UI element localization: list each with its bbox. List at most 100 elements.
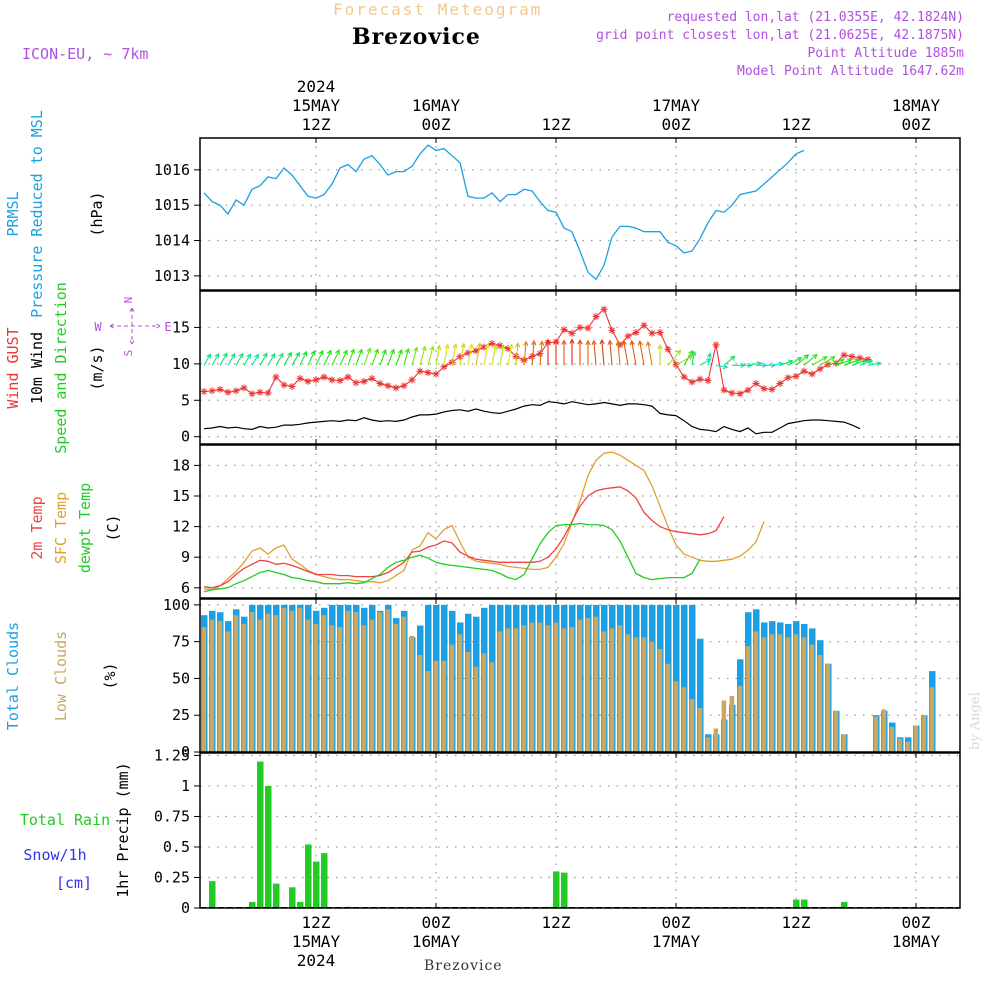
- low-cloud-bar-18: [345, 610, 351, 752]
- wind-direction-arrow-49: [591, 339, 597, 366]
- low-cloud-bar-23: [385, 609, 391, 752]
- wind-direction-arrow-77: [819, 356, 836, 366]
- wind-direction-arrow-45: [561, 339, 567, 366]
- bottom-location-label: Brezovice: [424, 958, 503, 974]
- gust-marker-3: [224, 388, 232, 396]
- gust-marker-68: [744, 386, 752, 394]
- y-tick-label-temperature-3: 15: [172, 487, 190, 505]
- model-altitude: Model Point Altitude 1647.62m: [737, 64, 964, 79]
- rain-bar-17: [841, 901, 848, 908]
- rain-bar-15: [801, 899, 808, 908]
- rain-bar-9: [321, 853, 328, 908]
- low-cloud-bar-60: [681, 687, 687, 752]
- y-tick-label-clouds-2: 50: [172, 669, 190, 687]
- wind-direction-arrow-6: [251, 353, 259, 366]
- panel-label-temperature-0: 2m Temp: [28, 496, 46, 559]
- gust-marker-42: [536, 350, 544, 358]
- gust-marker-34: [472, 347, 480, 355]
- low-cloud-bar-31: [449, 644, 455, 752]
- wind-direction-arrow-43: [545, 338, 551, 366]
- wind-direction-arrow-26: [411, 346, 419, 366]
- gust-marker-62: [696, 375, 704, 383]
- wind-direction-arrow-11: [291, 351, 300, 366]
- wind-direction-arrow-13: [307, 350, 316, 366]
- low-cloud-bar-55: [641, 637, 647, 753]
- gust-marker-12: [296, 374, 304, 382]
- wind-direction-arrow-34: [475, 342, 482, 366]
- gust-marker-28: [424, 369, 432, 377]
- bottom-time-label-3-1: 17MAY: [652, 932, 701, 951]
- low-cloud-bar-11: [289, 610, 295, 752]
- low-cloud-bar-16: [329, 625, 335, 752]
- gust-marker-78: [824, 361, 832, 369]
- wind-direction-arrow-33: [467, 343, 474, 366]
- wind-direction-arrow-7: [259, 352, 268, 366]
- low-cloud-bar-24: [393, 624, 399, 752]
- rain-bar-2: [257, 761, 264, 908]
- total-cloud-bar-62: [697, 638, 704, 752]
- bottom-time-label-5-0: 00Z: [902, 913, 931, 932]
- top-time-label-3-0: 17MAY: [652, 96, 701, 115]
- gust-marker-29: [432, 370, 440, 378]
- wind-direction-arrow-37: [499, 344, 506, 366]
- gust-marker-27: [416, 367, 424, 375]
- low-cloud-bar-90: [921, 715, 927, 752]
- gust-marker-75: [800, 367, 808, 375]
- panel-label-wind-3: (m/s): [88, 345, 106, 390]
- wind-direction-arrow-42: [539, 340, 545, 366]
- low-cloud-bar-40: [521, 625, 527, 752]
- low-cloud-bar-78: [825, 663, 831, 752]
- wind-direction-arrow-83: [867, 361, 882, 367]
- wind-direction-arrow-48: [585, 339, 591, 366]
- gust-marker-39: [512, 353, 520, 361]
- gust-marker-26: [408, 376, 416, 384]
- gust-marker-38: [504, 345, 512, 353]
- grid-point-coords: grid point closest lon,lat (21.0625E, 42…: [596, 28, 964, 43]
- wind-direction-arrow-52: [615, 340, 621, 366]
- gust-marker-23: [384, 382, 392, 390]
- precip-side-label-0: Total Rain: [20, 811, 110, 829]
- y-tick-label-clouds-0: 0: [181, 743, 190, 761]
- y-tick-label-wind-0: 0: [181, 428, 190, 446]
- gust-marker-18: [344, 373, 352, 381]
- panel-label-pressure-0: PRMSL: [4, 191, 22, 236]
- gust-marker-83: [864, 355, 872, 363]
- low-cloud-bar-51: [609, 628, 615, 752]
- top-time-label-4-0: 12Z: [782, 115, 811, 134]
- gust-marker-60: [680, 373, 688, 381]
- gust-marker-81: [848, 353, 856, 361]
- gust-marker-37: [496, 342, 504, 350]
- wind-direction-arrow-5: [243, 353, 251, 366]
- wind-direction-arrow-9: [275, 352, 284, 366]
- top-time-label-1-0: 16MAY: [412, 96, 461, 115]
- low-cloud-bar-65: [721, 700, 727, 752]
- wind-direction-arrow-80: [843, 358, 861, 366]
- y-tick-label-precip-5: 1.25: [154, 746, 190, 764]
- wind-direction-arrow-25: [403, 347, 411, 366]
- top-time-label-2-0: 12Z: [542, 115, 571, 134]
- gust-marker-50: [600, 305, 608, 313]
- low-cloud-bar-70: [761, 637, 767, 753]
- low-cloud-bar-19: [353, 612, 359, 752]
- gust-marker-79: [832, 359, 840, 367]
- low-cloud-bar-13: [305, 619, 311, 752]
- low-cloud-bar-39: [513, 628, 519, 752]
- wind-direction-arrow-10: [283, 351, 292, 366]
- y-tick-label-temperature-4: 18: [172, 456, 190, 474]
- y-tick-label-wind-1: 5: [181, 391, 190, 409]
- panel-label-clouds-0: Total Clouds: [4, 622, 22, 730]
- wind-direction-arrow-54: [629, 339, 637, 366]
- gust-marker-59: [672, 361, 680, 369]
- temp-line-sfc_temp: [203, 451, 765, 591]
- gust-marker-80: [840, 351, 848, 359]
- low-cloud-bar-61: [689, 699, 695, 752]
- gust-marker-11: [288, 382, 296, 390]
- compass-south: S: [122, 350, 135, 357]
- top-time-label-3-1: 00Z: [662, 115, 691, 134]
- wind-direction-arrow-29: [435, 344, 442, 366]
- gust-marker-10: [280, 381, 288, 389]
- gust-marker-41: [528, 353, 536, 361]
- wind-direction-arrow-65: [723, 355, 736, 366]
- low-cloud-bar-84: [873, 716, 879, 752]
